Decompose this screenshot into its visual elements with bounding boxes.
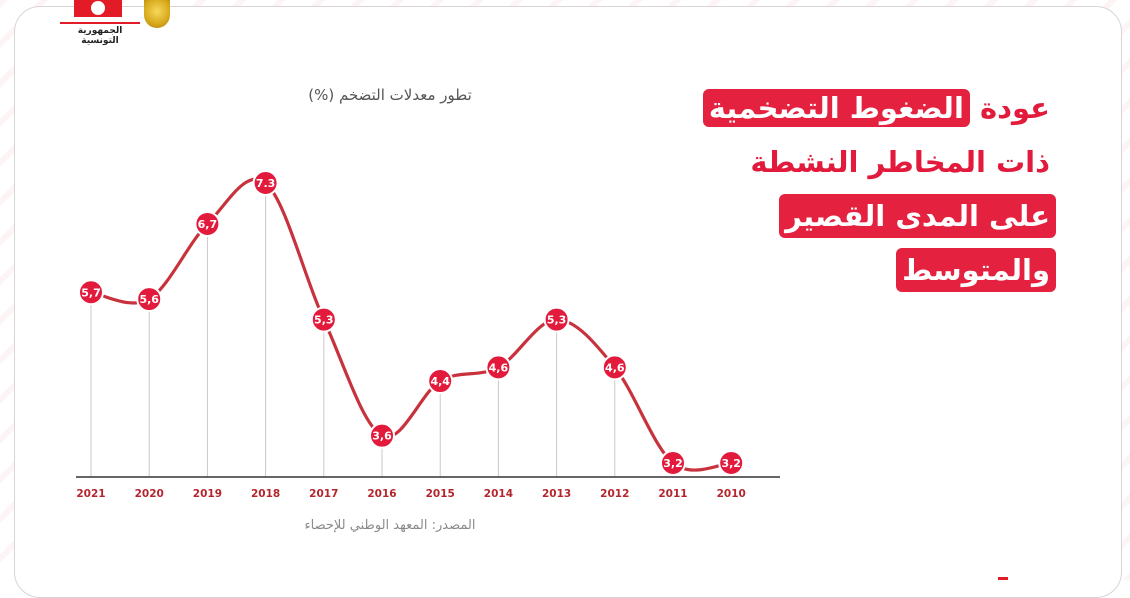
data-label-2019: 6,7 <box>198 218 218 231</box>
branding-divider <box>60 22 140 24</box>
headline-line-1: عودة الضغوط التضخمية <box>697 86 1056 130</box>
data-label-2015: 4,4 <box>430 375 450 388</box>
headline-line-1-boxed: الضغوط التضخمية <box>702 89 970 127</box>
chart-source: المصدر: المعهد الوطني للإحصاء <box>304 518 476 533</box>
branding: الجمهورية التونسية <box>60 0 180 46</box>
x-tick-label-2021: 2021 <box>76 488 105 500</box>
data-point-2014 <box>485 354 512 381</box>
x-tick-label-2017: 2017 <box>309 488 338 500</box>
headline-line-2: ذات المخاطر النشطة <box>750 145 1050 179</box>
x-tick-label-2010: 2010 <box>717 488 746 500</box>
x-tick-label-2018: 2018 <box>251 488 280 500</box>
data-point-2011 <box>660 450 686 476</box>
coat-of-arms-icon <box>144 0 170 28</box>
data-point-2015 <box>427 368 454 395</box>
data-label-2016: 3,6 <box>372 430 392 443</box>
x-tick-label-2015: 2015 <box>426 488 455 500</box>
headline: عودة الضغوط التضخمية ذات المخاطر النشطة … <box>636 86 1056 302</box>
headline-line-1-prefix: عودة <box>980 91 1050 125</box>
x-tick-label-2012: 2012 <box>600 488 629 500</box>
x-tick-label-2020: 2020 <box>135 488 164 500</box>
data-point-2013 <box>543 306 570 333</box>
data-point-2021 <box>78 279 104 306</box>
country-name: الجمهورية التونسية <box>77 26 123 46</box>
data-label-2018: 7.3 <box>256 177 276 190</box>
data-label-2017: 5,3 <box>314 314 334 327</box>
chart-title: تطور معدلات التضخم (%) <box>308 86 472 104</box>
data-label-2021: 5,7 <box>81 286 101 299</box>
data-point-2017 <box>310 306 337 333</box>
inflation-line-chart: 5,7 5,6 6,7 7.3 5,3 3,6 4,4 4,6 5,3 4,6 3,2 3,2 2021… <box>76 169 780 500</box>
headline-line-3: على المدى القصير <box>779 194 1056 238</box>
data-label-2020: 5,6 <box>139 293 159 306</box>
x-tick-label-2016: 2016 <box>367 488 396 500</box>
data-point-2010 <box>718 450 745 476</box>
data-point-2019 <box>194 210 221 237</box>
data-label-2012: 4,6 <box>605 361 625 374</box>
data-point-2016 <box>369 422 395 449</box>
x-tick-label-2013: 2013 <box>542 488 571 500</box>
headline-line-4: والمتوسط <box>896 248 1056 292</box>
x-tick-label-2011: 2011 <box>658 488 687 500</box>
corner-mark <box>998 577 1008 580</box>
x-tick-label-2014: 2014 <box>484 488 513 500</box>
data-label-2010: 3,2 <box>721 457 741 470</box>
data-label-2013: 5,3 <box>547 314 567 327</box>
data-point-2012 <box>601 354 628 381</box>
data-label-2011: 3,2 <box>663 457 683 470</box>
x-tick-label-2019: 2019 <box>193 488 222 500</box>
inflation-series-line <box>89 177 733 472</box>
tunisia-flag-icon <box>74 0 122 17</box>
data-label-2014: 4,6 <box>489 361 509 374</box>
data-point-2018 <box>252 169 279 196</box>
data-point-2020 <box>136 286 163 313</box>
